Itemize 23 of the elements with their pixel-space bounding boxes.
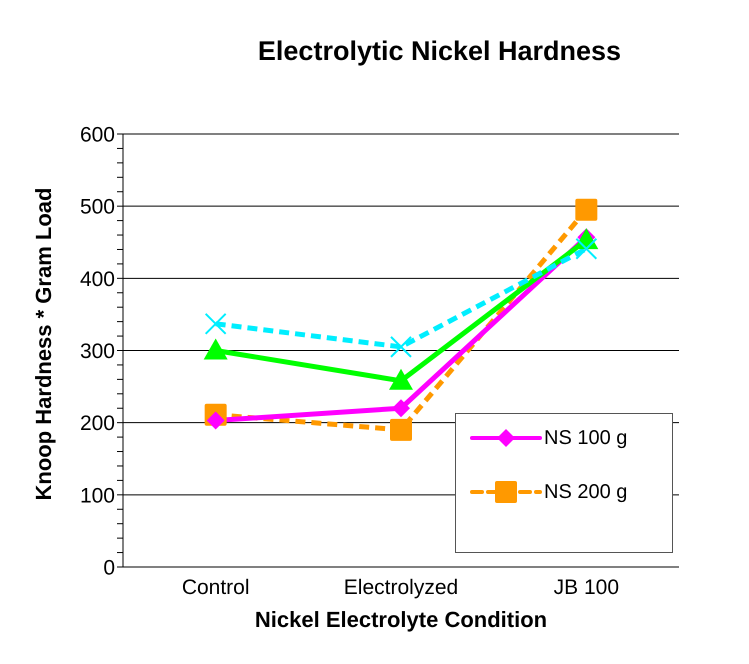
point — [575, 238, 598, 260]
point — [204, 338, 228, 360]
x-tick-label: JB 100 — [554, 576, 620, 599]
legend-label: NS 100 g — [544, 426, 628, 450]
point — [389, 368, 413, 390]
y-tick-label: 400 — [80, 268, 115, 291]
y-tick-label: 0 — [103, 556, 115, 580]
chart-title: Electrolytic Nickel Hardness — [256, 36, 622, 67]
y-axis-title: Knoop Hardness * Gram Load — [30, 188, 56, 500]
point — [390, 418, 412, 441]
y-tick-label: 100 — [80, 484, 115, 508]
x-tick-label: Electrolyzed — [344, 576, 458, 599]
point — [392, 399, 410, 418]
y-tick-label: 500 — [80, 196, 115, 219]
point — [575, 198, 598, 221]
x-axis-title: Nickel Electrolyte Condition — [254, 607, 548, 632]
point — [390, 336, 412, 358]
point — [204, 312, 227, 335]
y-tick-label: 600 — [80, 123, 115, 146]
y-tick-label: 300 — [80, 340, 115, 363]
legend-label: NS 200 g — [544, 480, 628, 504]
y-tick-label: 200 — [80, 412, 115, 436]
x-tick-label: Control — [182, 576, 250, 599]
